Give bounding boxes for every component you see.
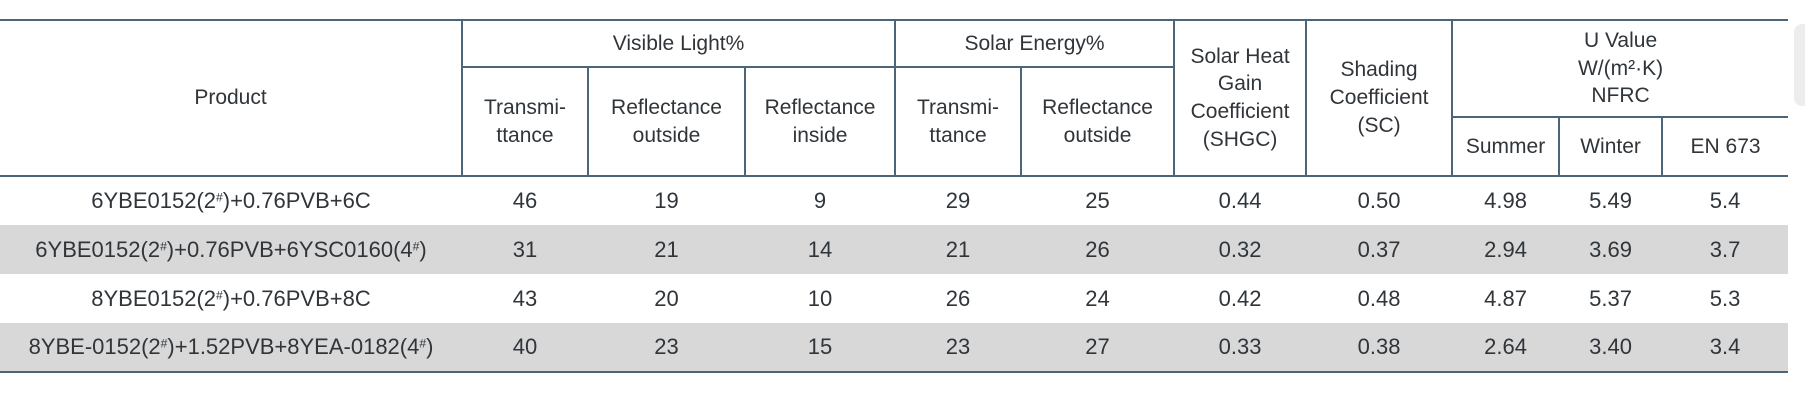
- table-row: 8YBE-0152(2#)+1.52PVB+8YEA-0182(4#) 40 2…: [0, 323, 1789, 372]
- value-cell: 0.50: [1357, 188, 1401, 213]
- value-cell: 19: [654, 188, 679, 213]
- product-cell: 6YBE0152(2#)+0.76PVB+6YSC0160(4#): [35, 236, 427, 262]
- value-cell: 3.69: [1589, 236, 1632, 262]
- value-cell: 40: [512, 334, 538, 359]
- value-cell: 24: [1085, 285, 1110, 311]
- value-cell: 4.98: [1484, 188, 1527, 213]
- product-cell: 8YBE0152(2#)+0.76PVB+8C: [91, 285, 371, 311]
- value-cell: 26: [945, 285, 971, 311]
- group-header-u-value: U Value W/(m²·K) NFRC: [1451, 20, 1789, 118]
- value-cell: 5.49: [1589, 188, 1632, 213]
- value-cell: 43: [512, 285, 538, 311]
- col-header-vl-reflectance-inside: Reflectance inside: [743, 67, 896, 176]
- value-cell: 4.87: [1484, 285, 1527, 311]
- col-header-se-reflectance-outside: Reflectance outside: [1020, 67, 1175, 176]
- col-header-u-winter: Winter: [1558, 117, 1663, 176]
- value-cell: 23: [654, 334, 679, 359]
- value-cell: 21: [945, 236, 971, 262]
- value-cell: 3.40: [1589, 334, 1632, 359]
- value-cell: 0.32: [1218, 236, 1262, 262]
- value-cell: 21: [654, 236, 679, 262]
- value-cell: 5.37: [1589, 285, 1632, 311]
- col-header-se-transmittance: Transmi- ttance: [894, 67, 1022, 176]
- value-cell: 3.4: [1709, 334, 1741, 359]
- col-header-shading-coefficient: Shading Coefficient (SC): [1305, 20, 1453, 176]
- table-row: 6YBE0152(2#)+0.76PVB+6C 46 19 9 29 25 0.…: [0, 176, 1788, 225]
- value-cell: 0.48: [1357, 285, 1401, 311]
- value-cell: 46: [512, 188, 538, 213]
- value-cell: 9: [813, 188, 827, 213]
- col-header-shgc: Solar Heat Gain Coefficient (SHGC): [1173, 20, 1307, 176]
- col-header-vl-transmittance: Transmi- ttance: [461, 67, 588, 176]
- value-cell: 10: [807, 285, 833, 311]
- product-cell: 6YBE0152(2#)+0.76PVB+6C: [91, 188, 371, 213]
- value-cell: 5.4: [1709, 188, 1741, 213]
- group-header-visible-light: Visible Light%: [460, 20, 896, 68]
- col-header-u-summer: Summer: [1451, 117, 1560, 176]
- value-cell: 15: [807, 334, 833, 359]
- table-row: 8YBE0152(2#)+0.76PVB+8C 43 20 10 26 24 0…: [0, 274, 1788, 323]
- value-cell: 26: [1085, 236, 1110, 262]
- group-header-solar-energy: Solar Energy%: [894, 20, 1175, 68]
- value-cell: 0.44: [1218, 188, 1262, 213]
- value-cell: 3.7: [1709, 236, 1741, 262]
- col-header-u-en673: EN 673: [1661, 117, 1789, 176]
- value-cell: 0.42: [1218, 285, 1262, 311]
- value-cell: 20: [654, 285, 679, 311]
- table-row: 6YBE0152(2#)+0.76PVB+6YSC0160(4#) 31 21 …: [0, 225, 1789, 274]
- value-cell: 2.94: [1484, 236, 1527, 262]
- value-cell: 25: [1085, 188, 1110, 213]
- value-cell: 31: [512, 236, 538, 262]
- value-cell: 2.64: [1484, 334, 1527, 359]
- col-header-product: Product: [194, 86, 267, 110]
- product-cell: 8YBE-0152(2#)+1.52PVB+8YEA-0182(4#): [28, 334, 434, 359]
- value-cell: 23: [945, 334, 971, 359]
- value-cell: 27: [1085, 334, 1110, 359]
- value-cell: 0.33: [1218, 334, 1262, 359]
- scrollbar-thumb[interactable]: [1794, 24, 1805, 106]
- glass-performance-table: Product Visible Light% Solar Energy% Sol…: [0, 19, 1789, 373]
- value-cell: 0.37: [1357, 236, 1401, 262]
- value-cell: 5.3: [1709, 285, 1741, 311]
- col-header-vl-reflectance-outside: Reflectance outside: [587, 67, 745, 176]
- value-cell: 0.38: [1357, 334, 1401, 359]
- value-cell: 14: [807, 236, 833, 262]
- value-cell: 29: [945, 188, 971, 213]
